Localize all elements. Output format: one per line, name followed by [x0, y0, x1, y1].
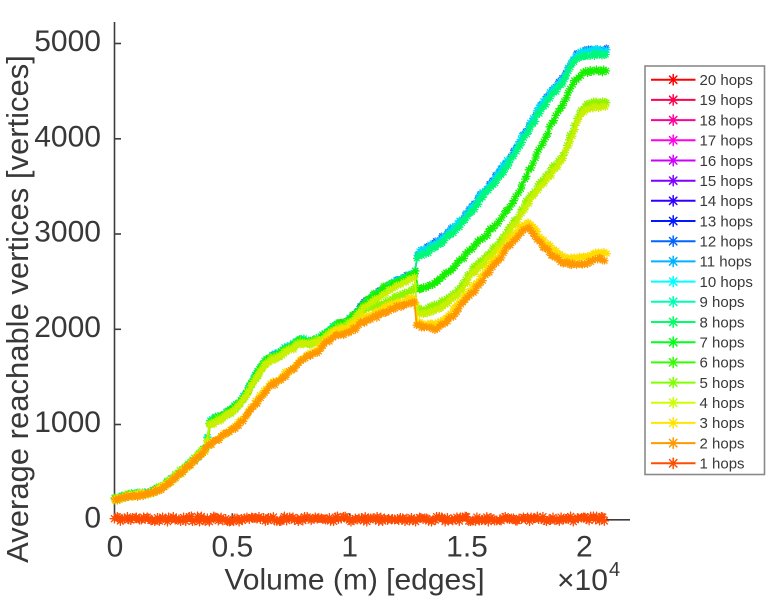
svg-text:19 hops: 19 hops — [700, 92, 753, 109]
svg-text:20 hops: 20 hops — [700, 72, 753, 89]
svg-text:2000: 2000 — [34, 311, 101, 344]
svg-text:1: 1 — [341, 531, 358, 564]
svg-text:0.5: 0.5 — [211, 531, 253, 564]
svg-text:1000: 1000 — [34, 406, 101, 439]
svg-text:15 hops: 15 hops — [700, 173, 753, 190]
svg-text:12 hops: 12 hops — [700, 234, 753, 251]
svg-text:4000: 4000 — [34, 120, 101, 153]
svg-text:3000: 3000 — [34, 216, 101, 249]
svg-text:4 hops: 4 hops — [700, 395, 745, 412]
svg-text:3 hops: 3 hops — [700, 415, 745, 432]
svg-text:6 hops: 6 hops — [700, 355, 745, 372]
svg-text:1.5: 1.5 — [446, 531, 488, 564]
svg-text:2 hops: 2 hops — [700, 435, 745, 452]
svg-text:4: 4 — [609, 559, 620, 581]
svg-text:10 hops: 10 hops — [700, 274, 753, 291]
svg-text:11 hops: 11 hops — [700, 254, 752, 271]
svg-text:17 hops: 17 hops — [700, 133, 753, 150]
svg-text:8 hops: 8 hops — [700, 314, 745, 331]
svg-text:5000: 5000 — [34, 25, 101, 58]
svg-text:13 hops: 13 hops — [700, 213, 753, 230]
svg-text:18 hops: 18 hops — [700, 112, 753, 129]
svg-text:1 hops: 1 hops — [700, 456, 745, 473]
svg-text:9 hops: 9 hops — [700, 294, 745, 311]
svg-text:×10: ×10 — [557, 564, 608, 597]
svg-text:Volume (m) [edges]: Volume (m) [edges] — [224, 564, 484, 597]
svg-text:7 hops: 7 hops — [700, 335, 745, 352]
svg-text:0: 0 — [107, 531, 124, 564]
svg-text:5 hops: 5 hops — [700, 375, 745, 392]
svg-text:16 hops: 16 hops — [700, 153, 753, 170]
svg-text:Average reachable vertices [ve: Average reachable vertices [vertices] — [0, 55, 35, 563]
svg-text:0: 0 — [84, 501, 101, 534]
svg-text:2: 2 — [576, 531, 593, 564]
svg-text:14 hops: 14 hops — [700, 193, 753, 210]
